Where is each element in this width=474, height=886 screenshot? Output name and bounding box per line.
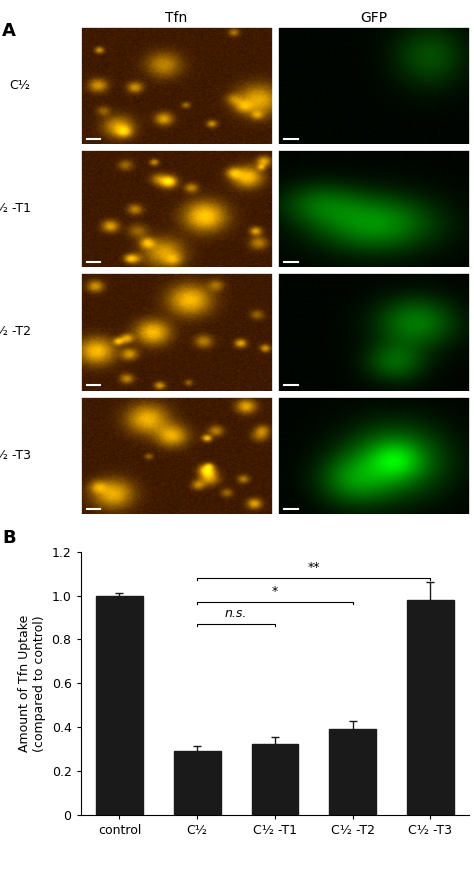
Title: GFP: GFP [360,12,387,26]
Text: *: * [272,586,278,598]
Y-axis label: C½ -T2: C½ -T2 [0,325,31,338]
Y-axis label: C½ -T3: C½ -T3 [0,449,31,462]
Text: **: ** [308,561,320,574]
Text: B: B [2,529,16,548]
Text: A: A [2,22,16,40]
Text: n.s.: n.s. [225,607,247,620]
Bar [252,743,298,815]
Y-axis label: C½: C½ [9,79,31,92]
Bar [174,751,220,815]
Title: Tfn: Tfn [165,12,187,26]
Bar [407,600,454,815]
Y-axis label: Amount of Tfn Uptake
(compared to control): Amount of Tfn Uptake (compared to contro… [18,615,46,752]
Y-axis label: C½ -T1: C½ -T1 [0,202,31,215]
Bar [96,595,143,815]
Bar [329,729,376,815]
